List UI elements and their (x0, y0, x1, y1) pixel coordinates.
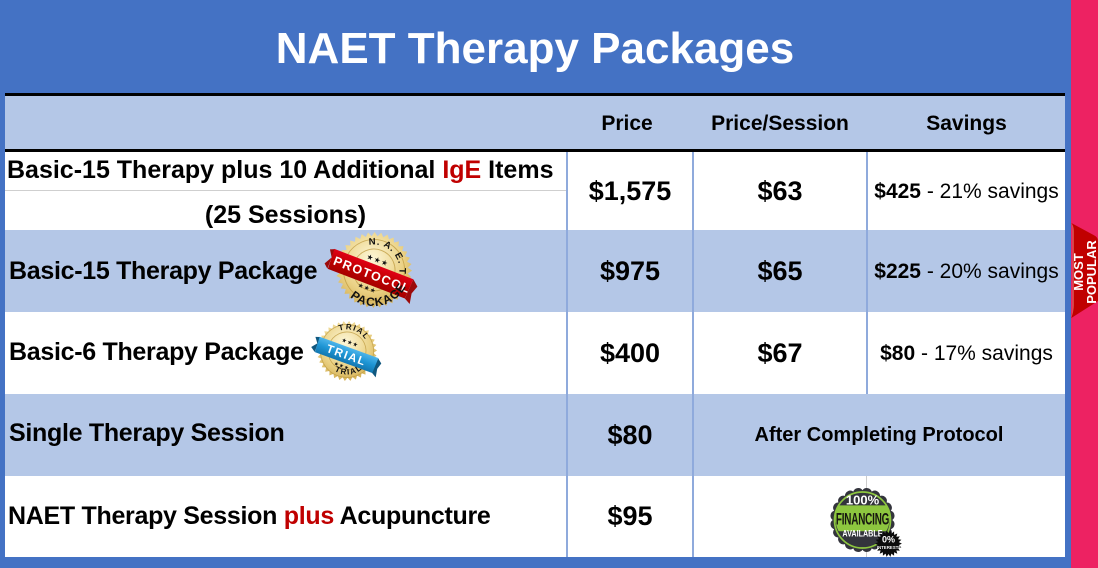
svg-text:AVAILABLE: AVAILABLE (842, 529, 883, 539)
svg-text:100%: 100% (846, 492, 880, 507)
svg-text:MOST: MOST (1071, 253, 1086, 291)
svg-text:0%: 0% (882, 535, 895, 545)
svg-text:INTEREST*: INTEREST* (877, 545, 901, 550)
svg-text:POPULAR: POPULAR (1084, 240, 1098, 304)
svg-text:FINANCING: FINANCING (836, 510, 889, 528)
